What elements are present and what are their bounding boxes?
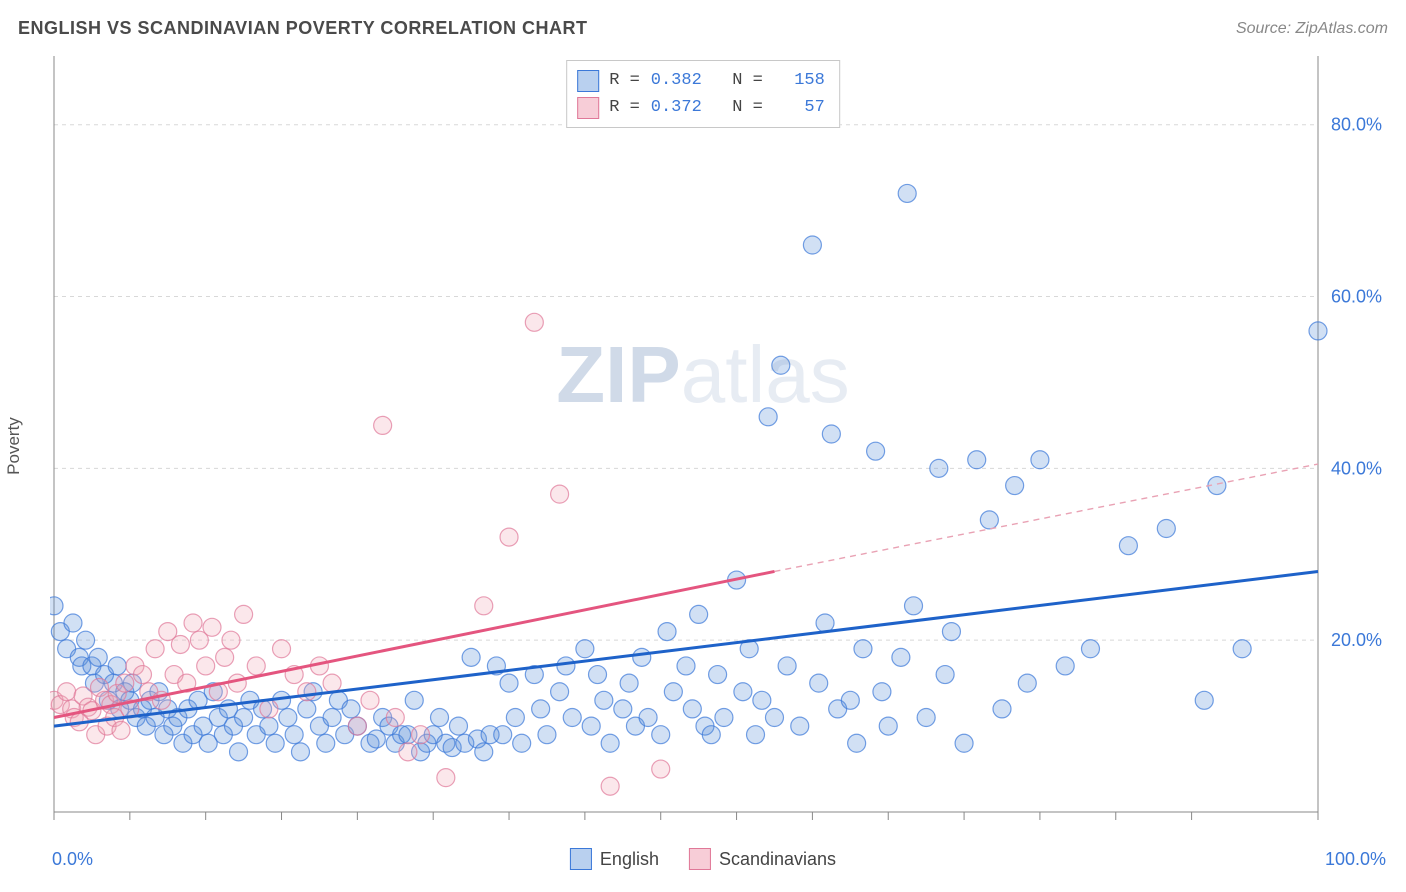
x-axis-max-label: 100.0% <box>1325 849 1386 870</box>
svg-text:60.0%: 60.0% <box>1331 287 1382 307</box>
series-legend-item: Scandinavians <box>689 848 836 870</box>
stats-legend: R = 0.382 N = 158R = 0.372 N = 57 <box>566 60 840 128</box>
stats-legend-row: R = 0.372 N = 57 <box>577 94 825 121</box>
source-label: Source: ZipAtlas.com <box>1236 20 1388 38</box>
svg-text:20.0%: 20.0% <box>1331 630 1382 650</box>
legend-swatch <box>577 97 599 119</box>
legend-swatch <box>577 70 599 92</box>
series-legend: English Scandinavians <box>570 848 836 870</box>
series-legend-label: Scandinavians <box>719 849 836 870</box>
stats-legend-row: R = 0.382 N = 158 <box>577 67 825 94</box>
svg-text:80.0%: 80.0% <box>1331 115 1382 135</box>
header: ENGLISH VS SCANDINAVIAN POVERTY CORRELAT… <box>18 18 1388 39</box>
legend-swatch <box>570 848 592 870</box>
scatter-chart: 20.0% 40.0% 60.0% 80.0% <box>50 56 1388 832</box>
svg-text:40.0%: 40.0% <box>1331 458 1382 478</box>
stat-n-label: N = <box>712 94 763 121</box>
stat-n-value: 158 <box>773 67 825 94</box>
plot-area: 20.0% 40.0% 60.0% 80.0% <box>50 56 1388 832</box>
series-legend-label: English <box>600 849 659 870</box>
stat-n-label: N = <box>712 67 763 94</box>
x-axis-min-label: 0.0% <box>52 849 93 870</box>
legend-swatch <box>689 848 711 870</box>
stat-n-value: 57 <box>773 94 825 121</box>
stat-r-value: 0.382 <box>650 67 702 94</box>
series-legend-item: English <box>570 848 659 870</box>
chart-title: ENGLISH VS SCANDINAVIAN POVERTY CORRELAT… <box>18 18 588 39</box>
stat-r-value: 0.372 <box>650 94 702 121</box>
stat-r-label: R = <box>609 67 640 94</box>
y-axis-label: Poverty <box>4 417 24 475</box>
stat-r-label: R = <box>609 94 640 121</box>
